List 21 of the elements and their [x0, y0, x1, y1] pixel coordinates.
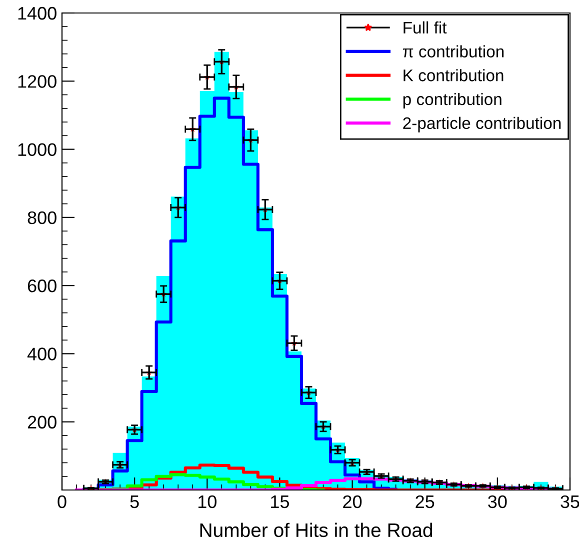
y-tick-label: 600 — [28, 280, 56, 292]
x-tick-label: 10 — [198, 495, 216, 508]
y-tick-label: 800 — [28, 211, 56, 224]
y-tick-label: 1400 — [18, 6, 56, 20]
x-tick-label: 20 — [343, 495, 362, 508]
x-tick-label: 35 — [560, 495, 579, 508]
x-axis-title: Number of Hits in the Road — [200, 522, 432, 538]
legend-label: π contribution — [402, 45, 504, 58]
legend-label: Full fit — [404, 21, 447, 34]
y-tick-label: 1000 — [18, 143, 56, 156]
x-tick-label: 15 — [271, 496, 289, 508]
y-tick-label: 200 — [28, 416, 56, 429]
x-tick-label: 30 — [488, 495, 507, 508]
legend-label: p contribution — [403, 92, 502, 108]
legend-label: K contribution — [404, 69, 504, 82]
y-tick-label: 1200 — [18, 75, 56, 88]
y-tick-label: 400 — [27, 348, 56, 360]
x-tick-label: 25 — [416, 495, 434, 508]
legend-label: 2-particle contribution — [403, 116, 561, 132]
x-tick-label: 0 — [58, 495, 66, 508]
x-tick-label: 5 — [130, 496, 139, 508]
